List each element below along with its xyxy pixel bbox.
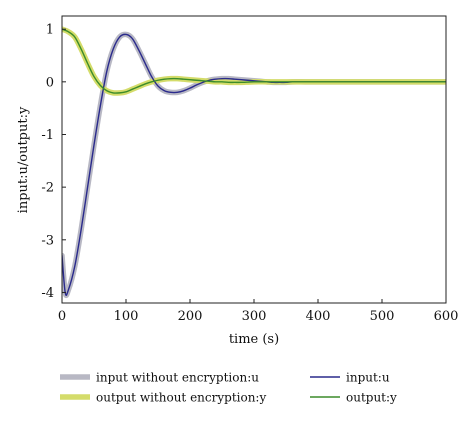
x-axis-title: time (s): [229, 332, 279, 347]
series-line-4: [62, 28, 446, 94]
x-tick-label: 0: [58, 309, 66, 324]
plot-frame: [61, 15, 447, 304]
legend: input without encryption:u output without…: [60, 371, 397, 405]
x-tick-label: 100: [114, 309, 139, 324]
y-tick-label: -3: [41, 233, 54, 248]
series-line-3: [62, 33, 446, 296]
x-tick-label: 600: [434, 309, 459, 324]
legend-label-1: input without encryption:u: [96, 371, 259, 385]
y-tick-label: 1: [46, 23, 54, 38]
y-tick-label: 0: [46, 75, 54, 90]
legend-label-2: output without encryption:y: [96, 391, 266, 405]
x-tick-label: 400: [306, 309, 331, 324]
legend-label-4: output:y: [346, 391, 397, 405]
ticks-layer: 0 100 200 300 400 500 600 1 0 -1 -2 -3 -4: [41, 23, 458, 324]
x-tick-label: 200: [178, 309, 203, 324]
x-tick-label: 500: [370, 309, 395, 324]
y-tick-label: -2: [41, 181, 54, 196]
x-tick-label: 300: [242, 309, 267, 324]
y-tick-label: -1: [41, 128, 54, 143]
y-tick-label: -4: [41, 286, 54, 301]
y-axis-title: input:u/output:y: [16, 106, 31, 213]
legend-label-3: input:u: [346, 371, 390, 385]
series-layer: [62, 26, 446, 299]
series-line-1: [62, 31, 446, 299]
